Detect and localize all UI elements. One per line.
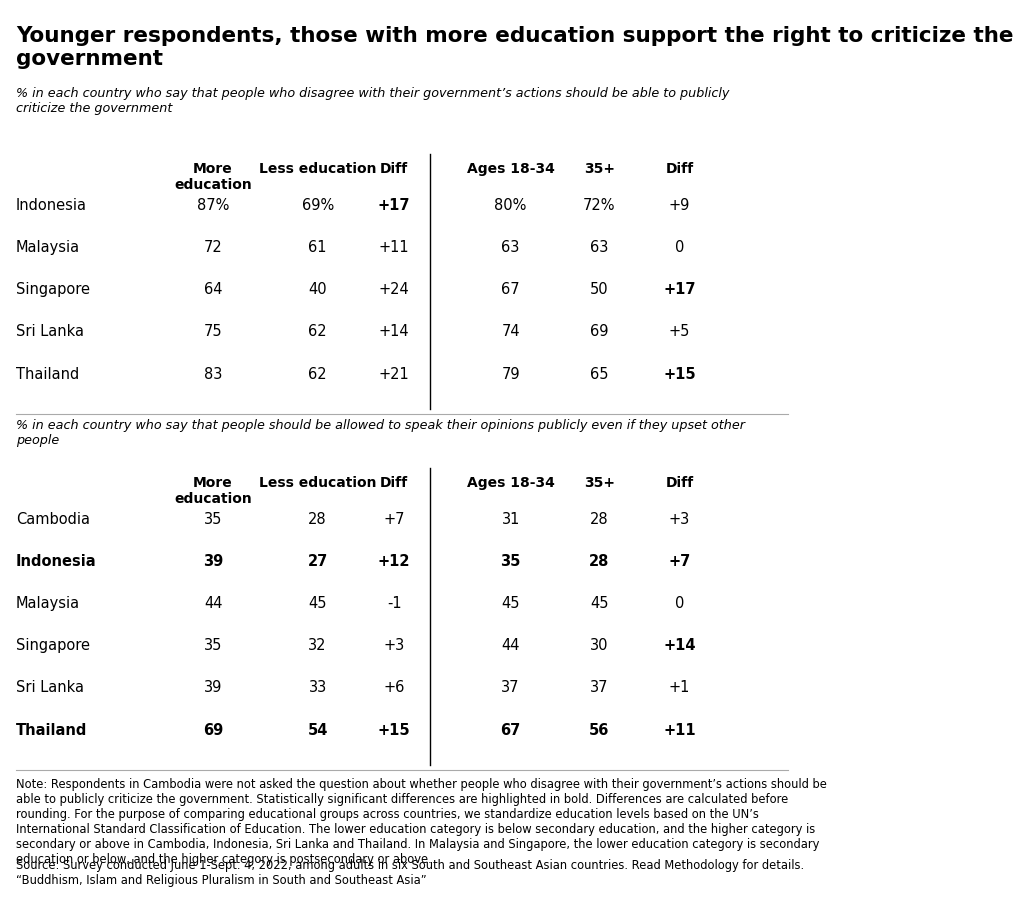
Text: +7: +7 <box>669 554 691 569</box>
Text: 35+: 35+ <box>584 476 614 490</box>
Text: 74: 74 <box>502 325 520 339</box>
Text: Less education: Less education <box>259 162 377 176</box>
Text: 30: 30 <box>590 639 608 653</box>
Text: 64: 64 <box>204 282 222 297</box>
Text: 61: 61 <box>308 240 327 255</box>
Text: 45: 45 <box>590 596 608 611</box>
Text: Note: Respondents in Cambodia were not asked the question about whether people w: Note: Respondents in Cambodia were not a… <box>16 778 827 866</box>
Text: 44: 44 <box>502 639 520 653</box>
Text: Less education: Less education <box>259 476 377 490</box>
Text: Source: Survey conducted June 1-Sept. 4, 2022, among adults in six South and Sou: Source: Survey conducted June 1-Sept. 4,… <box>16 859 804 887</box>
Text: +9: +9 <box>669 198 690 213</box>
Text: 27: 27 <box>307 554 328 569</box>
Text: +6: +6 <box>383 680 404 695</box>
Text: +12: +12 <box>378 554 411 569</box>
Text: 69%: 69% <box>301 198 334 213</box>
Text: 63: 63 <box>590 240 608 255</box>
Text: 35+: 35+ <box>584 162 614 176</box>
Text: 79: 79 <box>502 366 520 382</box>
Text: PEW RESEARCH CENTER: PEW RESEARCH CENTER <box>16 901 205 902</box>
Text: Thailand: Thailand <box>16 366 79 382</box>
Text: % in each country who say that people who disagree with their government’s actio: % in each country who say that people wh… <box>16 87 729 115</box>
Text: 69: 69 <box>203 723 223 738</box>
Text: +24: +24 <box>379 282 410 297</box>
Text: 80%: 80% <box>495 198 527 213</box>
Text: 62: 62 <box>308 325 327 339</box>
Text: Diff: Diff <box>666 476 693 490</box>
Text: Ages 18-34: Ages 18-34 <box>467 162 555 176</box>
Text: +21: +21 <box>379 366 410 382</box>
Text: 75: 75 <box>204 325 222 339</box>
Text: 72: 72 <box>204 240 222 255</box>
Text: More
education: More education <box>174 162 252 192</box>
Text: 69: 69 <box>590 325 608 339</box>
Text: -1: -1 <box>387 596 401 611</box>
Text: Cambodia: Cambodia <box>16 511 90 527</box>
Text: 50: 50 <box>590 282 608 297</box>
Text: 31: 31 <box>502 511 520 527</box>
Text: +11: +11 <box>664 723 696 738</box>
Text: +1: +1 <box>669 680 690 695</box>
Text: Indonesia: Indonesia <box>16 554 96 569</box>
Text: 87%: 87% <box>197 198 229 213</box>
Text: Thailand: Thailand <box>16 723 87 738</box>
Text: Sri Lanka: Sri Lanka <box>16 680 84 695</box>
Text: 0: 0 <box>675 596 684 611</box>
Text: Malaysia: Malaysia <box>16 240 80 255</box>
Text: 40: 40 <box>308 282 327 297</box>
Text: 39: 39 <box>204 680 222 695</box>
Text: Diff: Diff <box>666 162 693 176</box>
Text: Younger respondents, those with more education support the right to criticize th: Younger respondents, those with more edu… <box>16 26 1014 69</box>
Text: 83: 83 <box>204 366 222 382</box>
Text: 39: 39 <box>203 554 223 569</box>
Text: +5: +5 <box>669 325 690 339</box>
Text: More
education: More education <box>174 476 252 506</box>
Text: 0: 0 <box>675 240 684 255</box>
Text: Diff: Diff <box>380 476 409 490</box>
Text: 67: 67 <box>502 282 520 297</box>
Text: 72%: 72% <box>583 198 615 213</box>
Text: +15: +15 <box>378 723 411 738</box>
Text: 28: 28 <box>589 554 609 569</box>
Text: +15: +15 <box>664 366 696 382</box>
Text: Indonesia: Indonesia <box>16 198 87 213</box>
Text: 37: 37 <box>502 680 520 695</box>
Text: 56: 56 <box>589 723 609 738</box>
Text: 45: 45 <box>308 596 327 611</box>
Text: 35: 35 <box>204 639 222 653</box>
Text: 37: 37 <box>590 680 608 695</box>
Text: 28: 28 <box>308 511 327 527</box>
Text: +3: +3 <box>669 511 690 527</box>
Text: 45: 45 <box>502 596 520 611</box>
Text: 54: 54 <box>307 723 328 738</box>
Text: Singapore: Singapore <box>16 639 90 653</box>
Text: 35: 35 <box>204 511 222 527</box>
Text: Ages 18-34: Ages 18-34 <box>467 476 555 490</box>
Text: +7: +7 <box>383 511 404 527</box>
Text: Malaysia: Malaysia <box>16 596 80 611</box>
Text: +17: +17 <box>378 198 411 213</box>
Text: Sri Lanka: Sri Lanka <box>16 325 84 339</box>
Text: 33: 33 <box>308 680 327 695</box>
Text: +11: +11 <box>379 240 410 255</box>
Text: +3: +3 <box>383 639 404 653</box>
Text: 44: 44 <box>204 596 222 611</box>
Text: +14: +14 <box>379 325 410 339</box>
Text: % in each country who say that people should be allowed to speak their opinions : % in each country who say that people sh… <box>16 419 745 447</box>
Text: 65: 65 <box>590 366 608 382</box>
Text: +17: +17 <box>664 282 696 297</box>
Text: 32: 32 <box>308 639 327 653</box>
Text: Singapore: Singapore <box>16 282 90 297</box>
Text: Diff: Diff <box>380 162 409 176</box>
Text: 62: 62 <box>308 366 327 382</box>
Text: 63: 63 <box>502 240 520 255</box>
Text: 67: 67 <box>501 723 521 738</box>
Text: 35: 35 <box>501 554 521 569</box>
Text: 28: 28 <box>590 511 608 527</box>
Text: +14: +14 <box>664 639 696 653</box>
